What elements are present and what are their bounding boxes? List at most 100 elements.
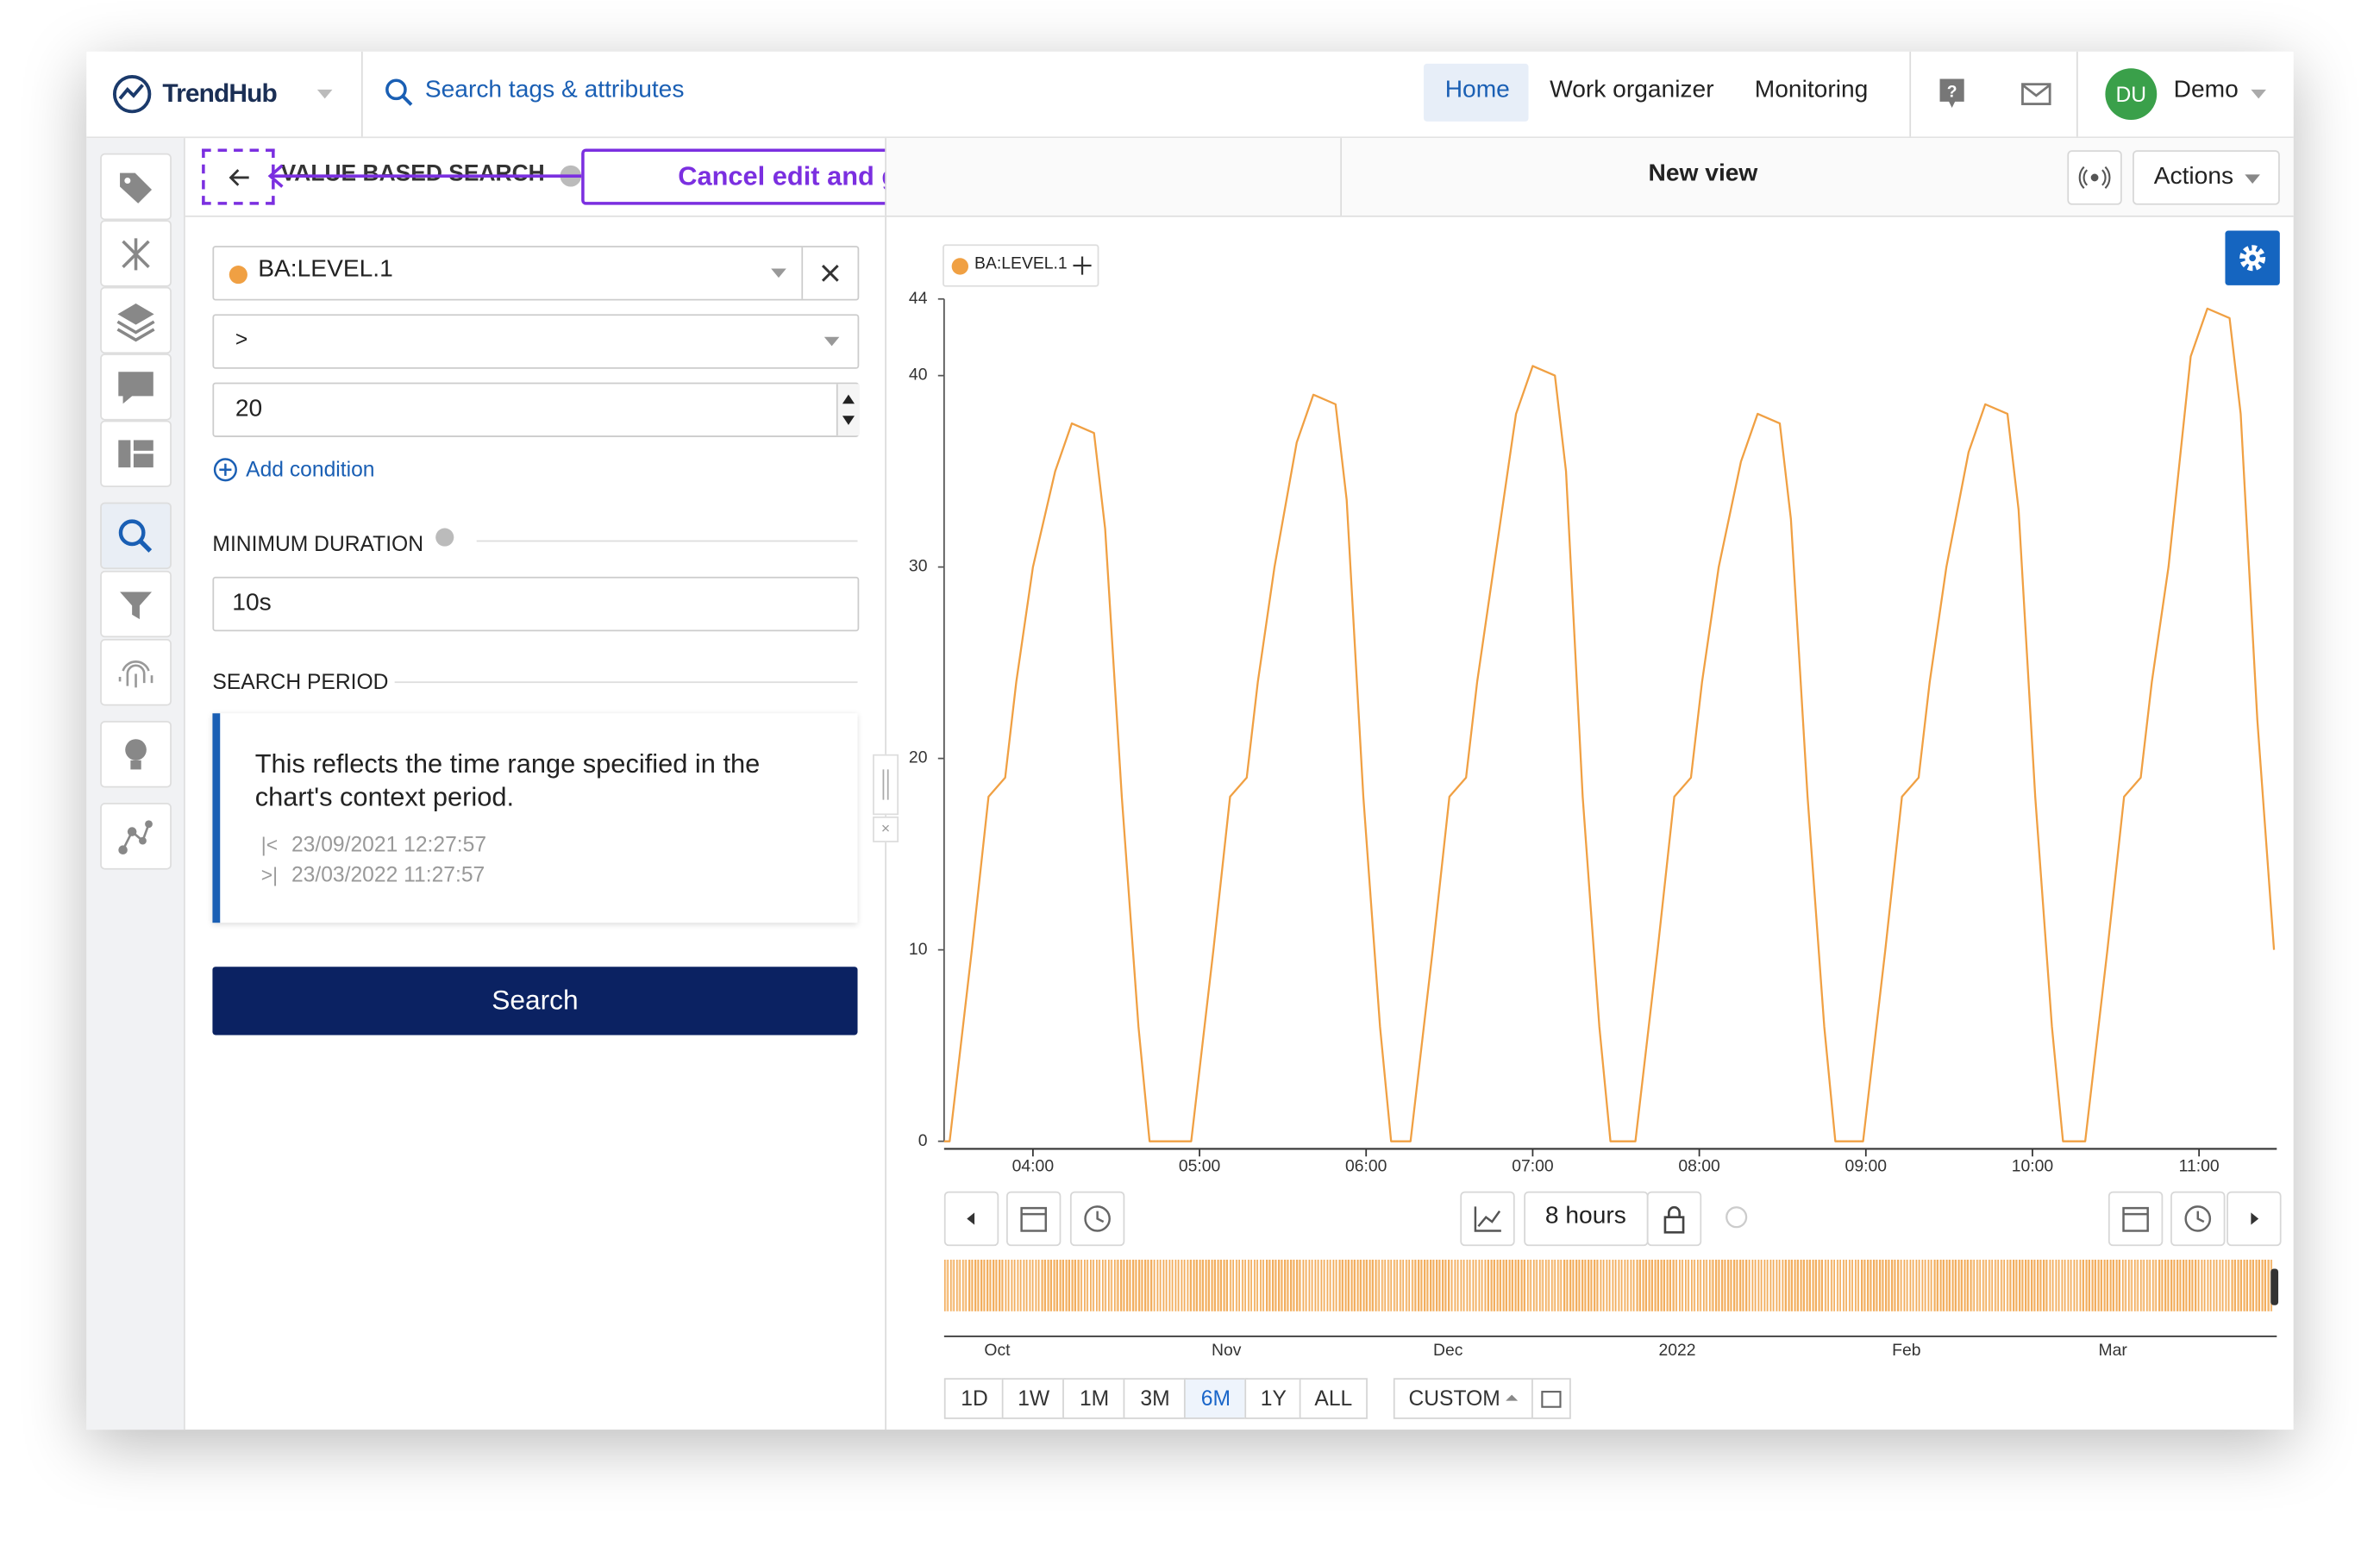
threshold-value: 20 — [235, 396, 263, 422]
range-button[interactable]: 1W — [1001, 1378, 1066, 1419]
custom-icon[interactable] — [1541, 1389, 1563, 1409]
filter-tool[interactable] — [100, 570, 172, 638]
navigator-label: Mar — [2098, 1342, 2127, 1361]
chart: 0 10 20 30 40 44 04:00 05:00 06:00 07:00 08:00 09:0… — [909, 289, 2277, 1176]
section-label: MINIMUM DURATION — [212, 531, 424, 556]
range-button[interactable]: 6M — [1183, 1378, 1248, 1419]
range-button[interactable]: ALL — [1299, 1378, 1368, 1419]
x-tick-label: 09:00 — [1845, 1157, 1888, 1176]
graph-tool[interactable] — [100, 803, 172, 870]
range-button[interactable]: 1Y — [1244, 1378, 1303, 1419]
custom-range[interactable]: CUSTOM — [1393, 1378, 1571, 1419]
navigator-label: 2022 — [1658, 1342, 1696, 1361]
cross-tool[interactable] — [100, 220, 172, 287]
select-caret — [824, 336, 840, 347]
logo-icon — [112, 74, 152, 114]
navigator-axis — [943, 1335, 2277, 1337]
navigator-label: Feb — [1892, 1342, 1921, 1361]
panel-header — [185, 138, 886, 217]
avatar[interactable]: DU — [2105, 68, 2158, 121]
history-button[interactable] — [1711, 1192, 1763, 1243]
navigator-label: Nov — [1212, 1342, 1242, 1361]
divider — [1909, 51, 1912, 137]
legend-label: BA:LEVEL.1 — [974, 254, 1068, 273]
x-tick-label: 11:00 — [2179, 1157, 2220, 1176]
logo-text[interactable]: TrendHub — [162, 78, 278, 108]
navigator-label: Oct — [984, 1342, 1011, 1361]
view-header — [886, 138, 2294, 217]
svg-text:?: ? — [1947, 83, 1957, 102]
actions-label: Actions — [2153, 164, 2234, 191]
actions-button[interactable]: Actions — [2133, 150, 2280, 205]
x-tick-label: 04:00 — [1012, 1157, 1055, 1176]
add-condition[interactable]: Add condition — [246, 456, 375, 481]
divider — [360, 51, 363, 137]
operator-value: > — [235, 326, 248, 351]
tag-select[interactable]: BA:LEVEL.1 — [212, 246, 860, 301]
y-tick-label: 20 — [909, 748, 928, 767]
zoom-select[interactable]: 8 hours — [1524, 1191, 1649, 1247]
y-tick-label: 30 — [909, 557, 928, 576]
operator-select[interactable]: > — [212, 314, 860, 369]
user-name[interactable]: Demo — [2173, 77, 2239, 103]
range-button[interactable]: 1M — [1062, 1378, 1127, 1419]
clear-button[interactable] — [820, 263, 842, 285]
nav-active-bg — [1424, 63, 1529, 122]
x-tick-label: 10:00 — [2012, 1157, 2054, 1176]
search-input[interactable]: Search tags & attributes — [424, 77, 685, 103]
threshold-input[interactable]: 20 — [212, 382, 860, 437]
mail-icon[interactable] — [2020, 80, 2054, 108]
nav-item[interactable]: Work organizer — [1550, 77, 1714, 103]
period-card: This reflects the time range specified i… — [212, 713, 858, 923]
clock-button[interactable] — [1069, 1191, 1125, 1247]
nav-item[interactable]: Home — [1444, 77, 1510, 103]
logo-caret[interactable] — [316, 89, 333, 99]
custom-label: CUSTOM — [1408, 1386, 1500, 1411]
zoom-label: 8 hours — [1544, 1203, 1626, 1230]
search-button[interactable]: Search — [212, 967, 858, 1036]
spinner[interactable] — [836, 384, 860, 436]
search-icon — [385, 78, 413, 106]
live-button[interactable] — [2067, 150, 2122, 205]
user-caret[interactable] — [2251, 89, 2266, 99]
navigator-handle[interactable] — [2270, 1268, 2279, 1305]
chart-type-button[interactable] — [1460, 1191, 1515, 1247]
series-line — [943, 307, 2276, 1142]
divider — [1531, 1380, 1533, 1418]
y-tick-label: 44 — [909, 289, 928, 308]
back-button[interactable] — [202, 148, 275, 205]
navigator-series — [943, 1259, 2274, 1311]
move-icon[interactable] — [1072, 255, 1093, 277]
help-icon[interactable]: ? — [1937, 78, 1967, 111]
dashboard-tool[interactable] — [100, 420, 172, 488]
range-button[interactable]: 3M — [1123, 1378, 1187, 1419]
calendar-button[interactable] — [1006, 1191, 1062, 1247]
tag-dot — [229, 266, 247, 285]
y-tick-label: 10 — [909, 940, 928, 959]
next-button[interactable] — [2227, 1191, 2282, 1247]
period-end: 23/03/2022 11:27:57 — [291, 861, 485, 886]
x-tick-label: 08:00 — [1678, 1157, 1720, 1176]
layers-tool[interactable] — [100, 286, 172, 354]
insights-tool[interactable] — [100, 721, 172, 788]
fingerprint-tool[interactable] — [100, 639, 172, 706]
select-caret — [771, 268, 786, 278]
prev-button[interactable] — [943, 1191, 999, 1247]
panel-title: VALUE BASED SEARCH — [280, 160, 545, 187]
duration-input[interactable]: 10s — [212, 576, 860, 632]
legend[interactable]: BA:LEVEL.1 — [943, 244, 1099, 287]
tags-tool[interactable] — [100, 153, 172, 221]
range-button[interactable]: 1D — [943, 1378, 1005, 1419]
comments-tool[interactable] — [100, 354, 172, 421]
navigator-label: Dec — [1433, 1342, 1463, 1361]
search-tool[interactable] — [100, 502, 172, 570]
calendar-button[interactable] — [2108, 1191, 2164, 1247]
settings-button[interactable] — [2225, 230, 2280, 285]
collapse-button[interactable]: × — [873, 816, 899, 842]
clock-button[interactable] — [2170, 1191, 2226, 1247]
add-icon[interactable] — [212, 457, 238, 483]
nav-item[interactable]: Monitoring — [1754, 77, 1869, 103]
rule — [394, 681, 858, 684]
splitter-handle[interactable] — [873, 754, 899, 816]
lock-button[interactable] — [1646, 1191, 1702, 1247]
